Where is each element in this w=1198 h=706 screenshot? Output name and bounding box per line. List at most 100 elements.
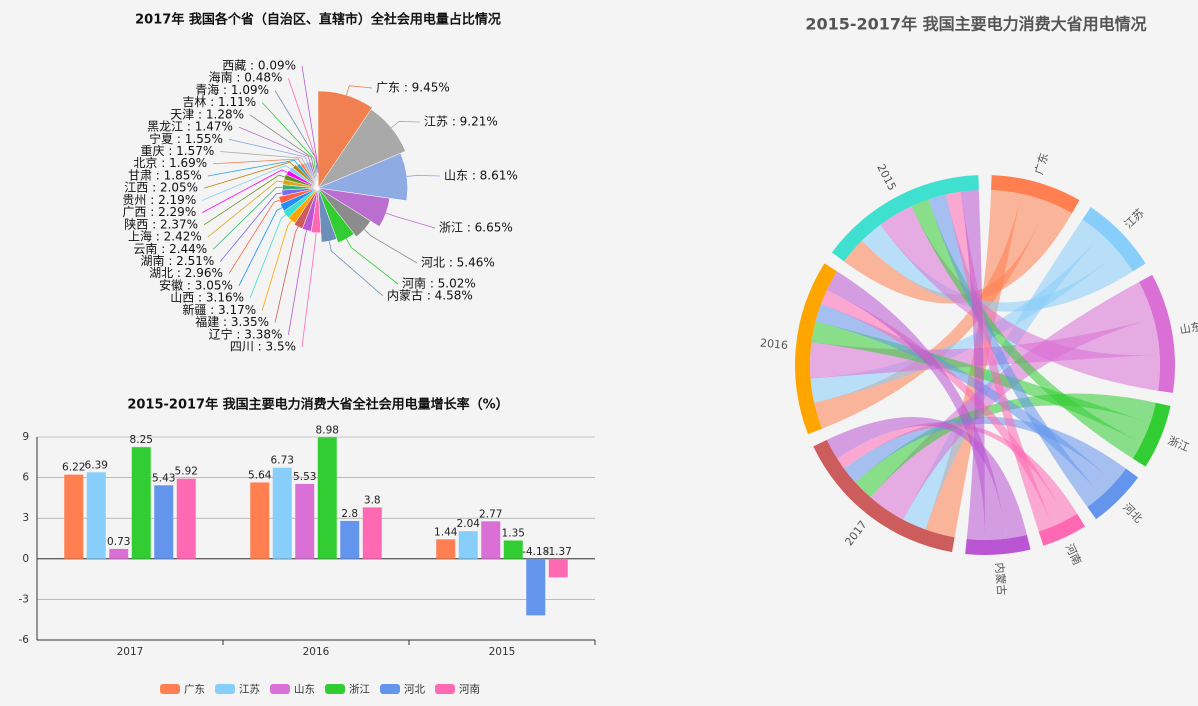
chord-node-arc [1082, 207, 1146, 272]
bar [64, 474, 84, 559]
node-label: 广东 [1033, 152, 1052, 177]
y-tick-label: 6 [22, 472, 29, 484]
leader-line [213, 158, 303, 165]
chord-node-arc [991, 175, 1080, 214]
data-label: 天津 : 1.28% [170, 107, 244, 121]
leader-line [249, 214, 287, 299]
leader-line [228, 199, 280, 274]
leader-line [207, 180, 284, 238]
leader-line [220, 151, 306, 164]
data-label: 6.22 [62, 462, 85, 474]
data-label: 8.98 [316, 424, 339, 436]
data-label: 河南 : 5.02% [402, 276, 476, 291]
bar [317, 437, 337, 559]
data-label: 广西 : 2.29% [122, 205, 196, 219]
leader-line [261, 220, 292, 311]
data-label: 广东 : 9.45% [376, 81, 450, 95]
chord-ribbon [903, 219, 1102, 530]
chord-node-arc [1087, 468, 1139, 520]
bar [503, 540, 523, 559]
data-label: 河北 : 5.46% [421, 256, 495, 270]
legend-swatch [270, 684, 290, 694]
x-tick-label: 2015 [489, 646, 516, 658]
chord-ribbon [814, 193, 1048, 429]
data-label: 海南 : 0.48% [209, 70, 283, 85]
data-label: 新疆 : 3.17% [182, 302, 256, 317]
data-label: 江西 : 2.05% [124, 181, 198, 195]
leader-line [385, 212, 436, 229]
node-label: 山东 [1179, 320, 1198, 337]
data-label: 2.04 [457, 518, 481, 530]
x-tick-label: 2016 [303, 646, 330, 658]
bar [458, 531, 478, 559]
data-label: -1.37 [545, 546, 572, 558]
chord-title: 2015-2017年 我国主要电力消费大省用电情况 [805, 15, 1146, 34]
data-label: 6.39 [85, 459, 108, 471]
data-label: 安徽 : 3.05% [159, 277, 233, 292]
data-label: 甘肃 : 1.85% [128, 168, 202, 182]
chord-ribbon [880, 206, 1161, 391]
chord-node-arc [1038, 513, 1086, 546]
data-label: 湖北 : 2.96% [149, 265, 223, 280]
data-label: 8.25 [130, 434, 153, 446]
pie-slice [296, 163, 319, 189]
chord-node-arc [831, 175, 979, 262]
node-label: 内蒙古 [993, 562, 1009, 596]
data-label: 江苏 : 9.21% [424, 115, 498, 129]
data-label: 5.64 [248, 469, 272, 481]
legend-label: 河北 [404, 684, 425, 696]
legend-label: 浙江 [349, 684, 370, 696]
legend-swatch [380, 684, 400, 694]
bar [109, 548, 129, 559]
bar [526, 558, 546, 616]
pie-slice [317, 187, 391, 227]
y-tick-label: 0 [22, 553, 29, 565]
leader-line [249, 114, 313, 164]
chord-node-arc [965, 534, 1031, 556]
bar-title: 2015-2017年 我国主要电力消费大省全社会用电量增长率（%） [127, 397, 508, 413]
x-tick-label: 2017 [117, 646, 144, 658]
data-label: 6.73 [271, 455, 294, 467]
leader-line [212, 186, 283, 250]
legend-swatch [435, 684, 455, 694]
bar [548, 558, 568, 578]
data-label: 宁夏 : 1.55% [149, 131, 223, 146]
legend-label: 山东 [294, 683, 315, 696]
data-label: -4.18 [522, 546, 549, 558]
leader-line [328, 241, 384, 297]
pie-slice [317, 108, 406, 189]
bar [362, 507, 382, 559]
leader-line [203, 161, 295, 189]
pie-slice [317, 152, 408, 202]
chord-ribbon [843, 416, 1126, 483]
chord-ribbon [811, 321, 1151, 443]
bar [176, 478, 196, 559]
pie-slice [282, 187, 319, 219]
chord-ribbon [826, 271, 1007, 541]
chord-node-arc [813, 439, 955, 553]
bar [272, 467, 292, 559]
chord-ribbon [911, 199, 1142, 459]
pie-slice [305, 161, 319, 189]
chord-ribbon [928, 194, 1102, 507]
leader-line [346, 238, 399, 285]
pie-slice [311, 162, 319, 189]
data-label: 0.73 [107, 536, 130, 548]
bar [340, 520, 360, 559]
leader-line [203, 174, 285, 226]
data-label: 黑龙江 : 1.47% [147, 120, 233, 134]
leader-line [406, 174, 441, 177]
leader-line [238, 126, 311, 163]
data-label: 山西 : 3.16% [170, 291, 244, 305]
data-label: 5.92 [175, 466, 198, 478]
data-label: 福建 : 3.35% [195, 314, 269, 329]
pie-slice [292, 164, 319, 189]
chord-ribbon [844, 201, 1073, 304]
chord-node-arc [1139, 274, 1175, 393]
leader-line [202, 165, 291, 201]
leader-line [207, 159, 299, 177]
data-label: 北京 : 1.69% [133, 156, 207, 170]
legend-swatch [215, 684, 235, 694]
